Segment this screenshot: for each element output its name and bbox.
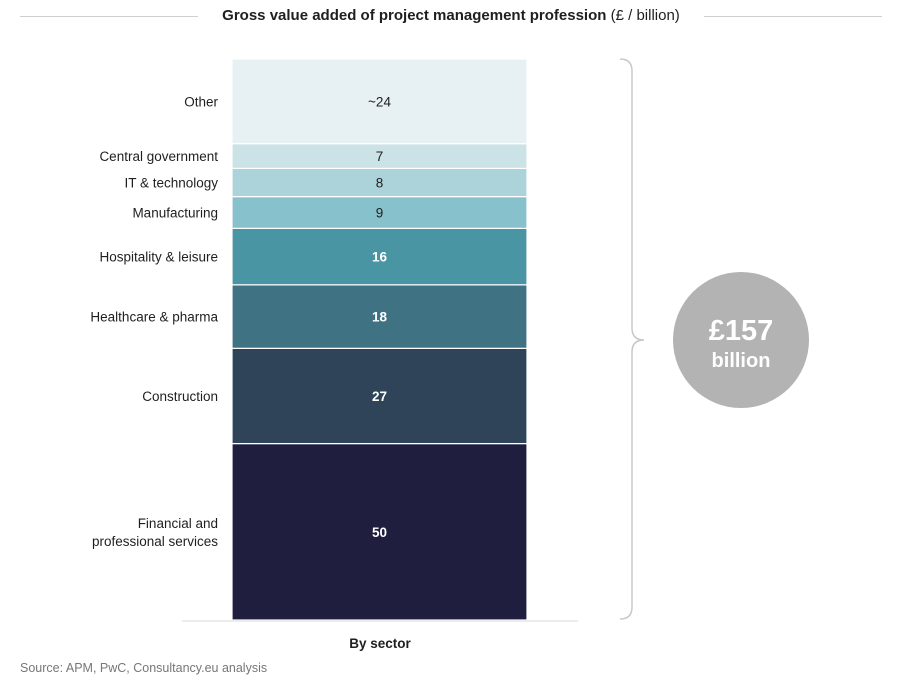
title-rule-left — [20, 16, 198, 17]
chart-title-area: Gross value added of project management … — [20, 6, 882, 26]
total-unit: billion — [712, 350, 771, 372]
segment-label-central-government: Central government — [99, 149, 218, 164]
segment-labels: Financial and professional services Constr… — [90, 94, 218, 548]
value-label-central-government: 7 — [376, 149, 384, 164]
value-label-construction: 27 — [372, 389, 387, 404]
segment-label-healthcare-and-pharma: Healthcare & pharma — [90, 310, 218, 325]
bar-segment-central-government — [231, 143, 528, 169]
bar-segment-manufacturing — [231, 196, 528, 229]
segment-label-other: Other — [184, 94, 218, 109]
value-label-other: ~24 — [368, 94, 391, 109]
bar-segment-it-and-technology — [231, 167, 528, 198]
value-label-it-and-technology: 8 — [376, 175, 384, 190]
segment-label-construction: Construction — [142, 389, 218, 404]
chart-title-main: Gross value added of project management … — [222, 7, 607, 24]
segment-label-hospitality-and-leisure: Hospitality & leisure — [99, 250, 218, 265]
total-value: £157 — [709, 315, 774, 347]
segment-label-it-and-technology: IT & technology — [124, 175, 218, 190]
bar-segment-healthcare-and-pharma — [231, 284, 528, 349]
source-note: Source: APM, PwC, Consultancy.eu analysi… — [20, 661, 268, 675]
value-label-manufacturing: 9 — [376, 205, 384, 220]
chart-title: Gross value added of project management … — [20, 6, 882, 26]
value-labels: 50 27 18 16 9 8 7 ~24 — [368, 94, 391, 539]
chart-title-unit: (£ / billion) — [610, 7, 680, 24]
bar-segment-construction — [231, 347, 528, 445]
value-label-healthcare-and-pharma: 18 — [372, 310, 388, 325]
value-label-hospitality-and-leisure: 16 — [372, 250, 388, 265]
bar-segment-other — [231, 58, 528, 145]
x-category-label: By sector — [349, 636, 411, 651]
segment-label-manufacturing: Manufacturing — [132, 205, 218, 220]
segment-label-financial-and-professional-services: Financial and professional services — [92, 516, 218, 549]
title-rule-right — [704, 16, 882, 17]
bar-segments — [231, 58, 528, 621]
value-label-financial-and-professional-services: 50 — [372, 525, 387, 540]
total-badge — [673, 272, 809, 408]
bar-segment-hospitality-and-leisure — [231, 227, 528, 286]
bar-segment-financial-and-professional-services — [231, 442, 528, 621]
total-brace — [619, 58, 645, 620]
